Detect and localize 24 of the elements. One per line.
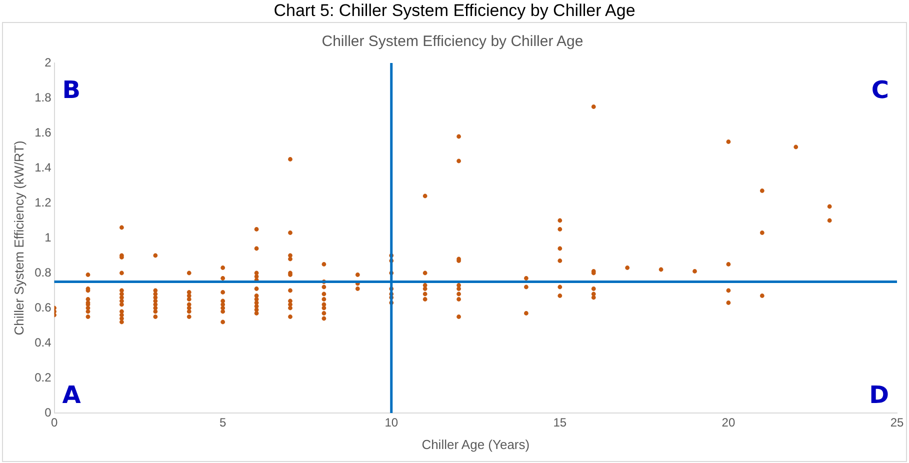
y-tick-label: 1.6 bbox=[34, 125, 52, 140]
x-tick-label: 25 bbox=[890, 416, 904, 430]
chart-title: Chart 5: Chiller System Efficiency by Chiller Age bbox=[272, 0, 636, 22]
y-tick-label: 1 bbox=[44, 230, 52, 244]
y-tick-label: 1.8 bbox=[34, 90, 52, 104]
y-tick-label: 1.4 bbox=[34, 160, 52, 174]
y-axis-title: Chiller System Efficiency (kW/RT) bbox=[11, 140, 26, 336]
y-tick-label: 0.8 bbox=[34, 265, 52, 280]
y-tick-label: 0.4 bbox=[34, 335, 52, 350]
x-tick-label: 5 bbox=[219, 416, 226, 430]
x-tick-label: 20 bbox=[722, 416, 736, 430]
y-tick-label: 0.2 bbox=[34, 370, 52, 384]
x-tick-label: 10 bbox=[384, 416, 398, 430]
chart-subtitle: Chiller System Efficiency by Chiller Age bbox=[322, 33, 584, 50]
y-tick-label: 1.2 bbox=[34, 195, 52, 210]
y-tick-label: 0.6 bbox=[34, 300, 52, 314]
annotation: C bbox=[871, 76, 889, 104]
annotation: A bbox=[62, 381, 82, 410]
y-tick-label: 0 bbox=[44, 405, 52, 420]
annotation: D bbox=[869, 381, 889, 410]
x-axis-title: Chiller Age (Years) bbox=[422, 436, 530, 452]
x-tick-label: 15 bbox=[553, 416, 567, 430]
annotation: B bbox=[62, 76, 81, 104]
y-tick-label: 2 bbox=[44, 55, 52, 70]
